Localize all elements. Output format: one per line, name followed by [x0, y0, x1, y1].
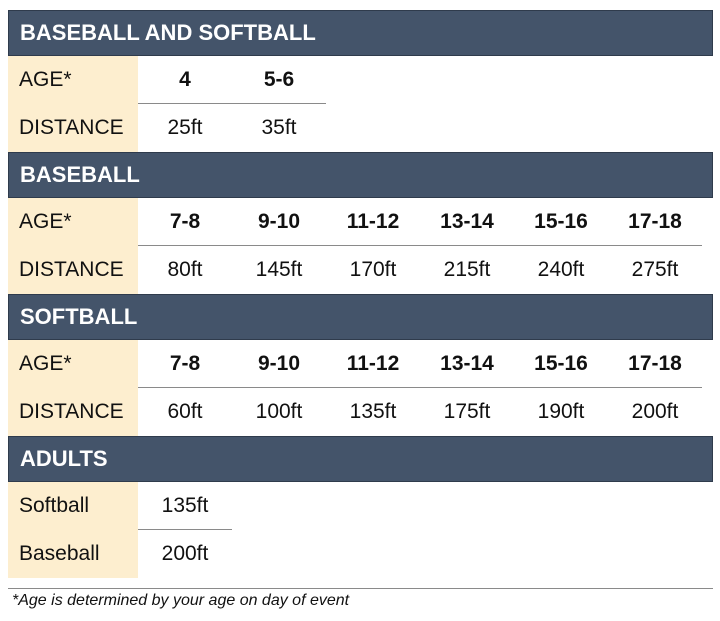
distance-row: DISTANCE 25ft 35ft	[8, 104, 713, 152]
distance-cell: 200ft	[631, 400, 679, 423]
table-bottom-rule	[8, 588, 713, 589]
distance-cell: 190ft	[537, 400, 585, 423]
distance-row: DISTANCE 60ft 100ft 135ft 175ft 190ft 20…	[8, 388, 713, 436]
distance-cell: 35ft	[261, 116, 297, 139]
distance-cell: 60ft	[167, 400, 203, 423]
distance-cell: 170ft	[349, 258, 397, 281]
distance-cell: 215ft	[443, 258, 491, 281]
distance-label: DISTANCE	[8, 388, 138, 436]
adult-distance-cell: 200ft	[161, 542, 209, 565]
age-row: AGE* 4 5-6	[8, 56, 713, 104]
adult-label: Softball	[8, 482, 138, 530]
distance-cell: 175ft	[443, 400, 491, 423]
age-cell: 17-18	[608, 340, 702, 388]
age-label: AGE*	[8, 198, 138, 246]
distance-cell: 80ft	[167, 258, 203, 281]
age-label: AGE*	[8, 340, 138, 388]
distance-label: DISTANCE	[8, 246, 138, 294]
age-cell: 7-8	[138, 340, 232, 388]
distance-cell: 25ft	[167, 116, 203, 139]
distance-cell: 135ft	[349, 400, 397, 423]
distance-cell: 240ft	[537, 258, 585, 281]
age-cell: 15-16	[514, 340, 608, 388]
section-header-adults: ADULTS	[8, 436, 713, 482]
age-cell: 9-10	[232, 340, 326, 388]
section-header-softball: SOFTBALL	[8, 294, 713, 340]
adult-row-softball: Softball 135ft	[8, 482, 713, 530]
age-row: AGE* 7-8 9-10 11-12 13-14 15-16 17-18	[8, 198, 713, 246]
age-row: AGE* 7-8 9-10 11-12 13-14 15-16 17-18	[8, 340, 713, 388]
age-label: AGE*	[8, 56, 138, 104]
distance-cell: 100ft	[255, 400, 303, 423]
distance-cell: 145ft	[255, 258, 303, 281]
age-cell: 9-10	[232, 198, 326, 246]
age-cell: 4	[138, 56, 232, 104]
age-cell: 17-18	[608, 198, 702, 246]
age-cell: 5-6	[232, 56, 326, 104]
section-header-baseball-and-softball: BASEBALL AND SOFTBALL	[8, 10, 713, 56]
age-cell: 11-12	[326, 198, 420, 246]
section-header-baseball: BASEBALL	[8, 152, 713, 198]
distance-table: BASEBALL AND SOFTBALL AGE* 4 5-6 DISTANC…	[8, 10, 713, 578]
age-cell: 11-12	[326, 340, 420, 388]
age-cell: 15-16	[514, 198, 608, 246]
distance-cell: 275ft	[631, 258, 679, 281]
distance-row: DISTANCE 80ft 145ft 170ft 215ft 240ft 27…	[8, 246, 713, 294]
distance-label: DISTANCE	[8, 104, 138, 152]
age-cell: 13-14	[420, 340, 514, 388]
adult-row-baseball: Baseball 200ft	[8, 530, 713, 578]
adult-label: Baseball	[8, 530, 138, 578]
adult-distance-cell: 135ft	[138, 482, 232, 530]
age-cell: 13-14	[420, 198, 514, 246]
age-cell: 7-8	[138, 198, 232, 246]
footnote: *Age is determined by your age on day of…	[12, 592, 350, 609]
